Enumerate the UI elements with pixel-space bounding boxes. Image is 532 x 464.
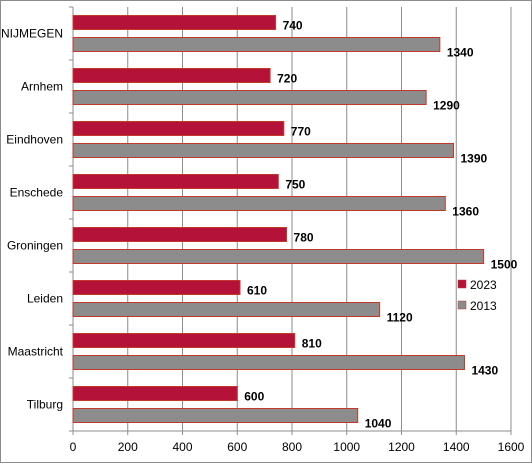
- data-label: 720: [277, 72, 297, 86]
- x-tick-label: 600: [227, 440, 247, 454]
- data-label: 1290: [433, 99, 460, 113]
- category-label: Arnhem: [21, 80, 63, 94]
- value-labels: 740 1340 720 1290 770 1390 750 1360 780 1500 610 11…: [244, 19, 517, 431]
- category-label: NIJMEGEN: [1, 27, 63, 41]
- bar-2023: [72, 333, 296, 348]
- bar-2013: [72, 37, 441, 52]
- data-label: 1500: [491, 258, 518, 272]
- data-label: 610: [247, 284, 267, 298]
- data-label: 1040: [365, 417, 392, 431]
- bar-2013: [72, 143, 455, 158]
- legend: 2023 2013: [457, 278, 497, 313]
- bar-2023: [72, 121, 285, 136]
- data-label: 600: [244, 390, 264, 404]
- x-tick-label: 400: [172, 440, 192, 454]
- x-axis-ticks: 0 200 400 600 800 1000 1200 1400 1600: [70, 431, 525, 454]
- x-tick-label: 0: [70, 440, 77, 454]
- x-tick-label: 1000: [333, 440, 360, 454]
- category-label: Groningen: [7, 239, 63, 253]
- category-label: Eindhoven: [6, 133, 63, 147]
- data-label: 1340: [447, 46, 474, 60]
- bar-2023: [72, 68, 271, 83]
- legend-label: 2013: [470, 299, 497, 313]
- bar-2023: [72, 174, 279, 189]
- data-label: 780: [294, 231, 314, 245]
- data-label: 1430: [471, 364, 498, 378]
- x-tick-label: 1600: [498, 440, 525, 454]
- legend-label: 2023: [470, 278, 497, 292]
- data-label: 740: [283, 19, 303, 33]
- bar-2013: [72, 196, 446, 211]
- data-label: 1360: [452, 205, 479, 219]
- data-label: 810: [302, 337, 322, 351]
- data-label: 770: [291, 125, 311, 139]
- x-tick-label: 800: [282, 440, 302, 454]
- bar-2013: [72, 302, 381, 317]
- legend-swatch-2023: [457, 279, 467, 289]
- data-label: 750: [285, 178, 305, 192]
- category-label: Enschede: [10, 186, 64, 200]
- bar-2013: [72, 249, 485, 264]
- bar-2013: [72, 355, 465, 370]
- x-tick-label: 200: [118, 440, 138, 454]
- bar-2023: [72, 386, 238, 401]
- bar-2013: [72, 90, 427, 105]
- data-label: 1120: [387, 311, 413, 325]
- category-label: Tilburg: [27, 398, 63, 412]
- bar-2023: [72, 227, 288, 242]
- category-label: Leiden: [27, 292, 63, 306]
- data-label: 1390: [461, 152, 488, 166]
- bar-2013: [72, 408, 359, 423]
- legend-swatch-2013: [457, 300, 467, 310]
- bar-2023: [72, 280, 241, 295]
- bars: [72, 15, 485, 423]
- category-labels: NIJMEGEN Arnhem Eindhoven Enschede Groningen…: [1, 27, 64, 412]
- category-label: Maastricht: [8, 345, 64, 359]
- x-tick-label: 1400: [443, 440, 470, 454]
- bar-2023: [72, 15, 277, 30]
- x-tick-label: 1200: [388, 440, 415, 454]
